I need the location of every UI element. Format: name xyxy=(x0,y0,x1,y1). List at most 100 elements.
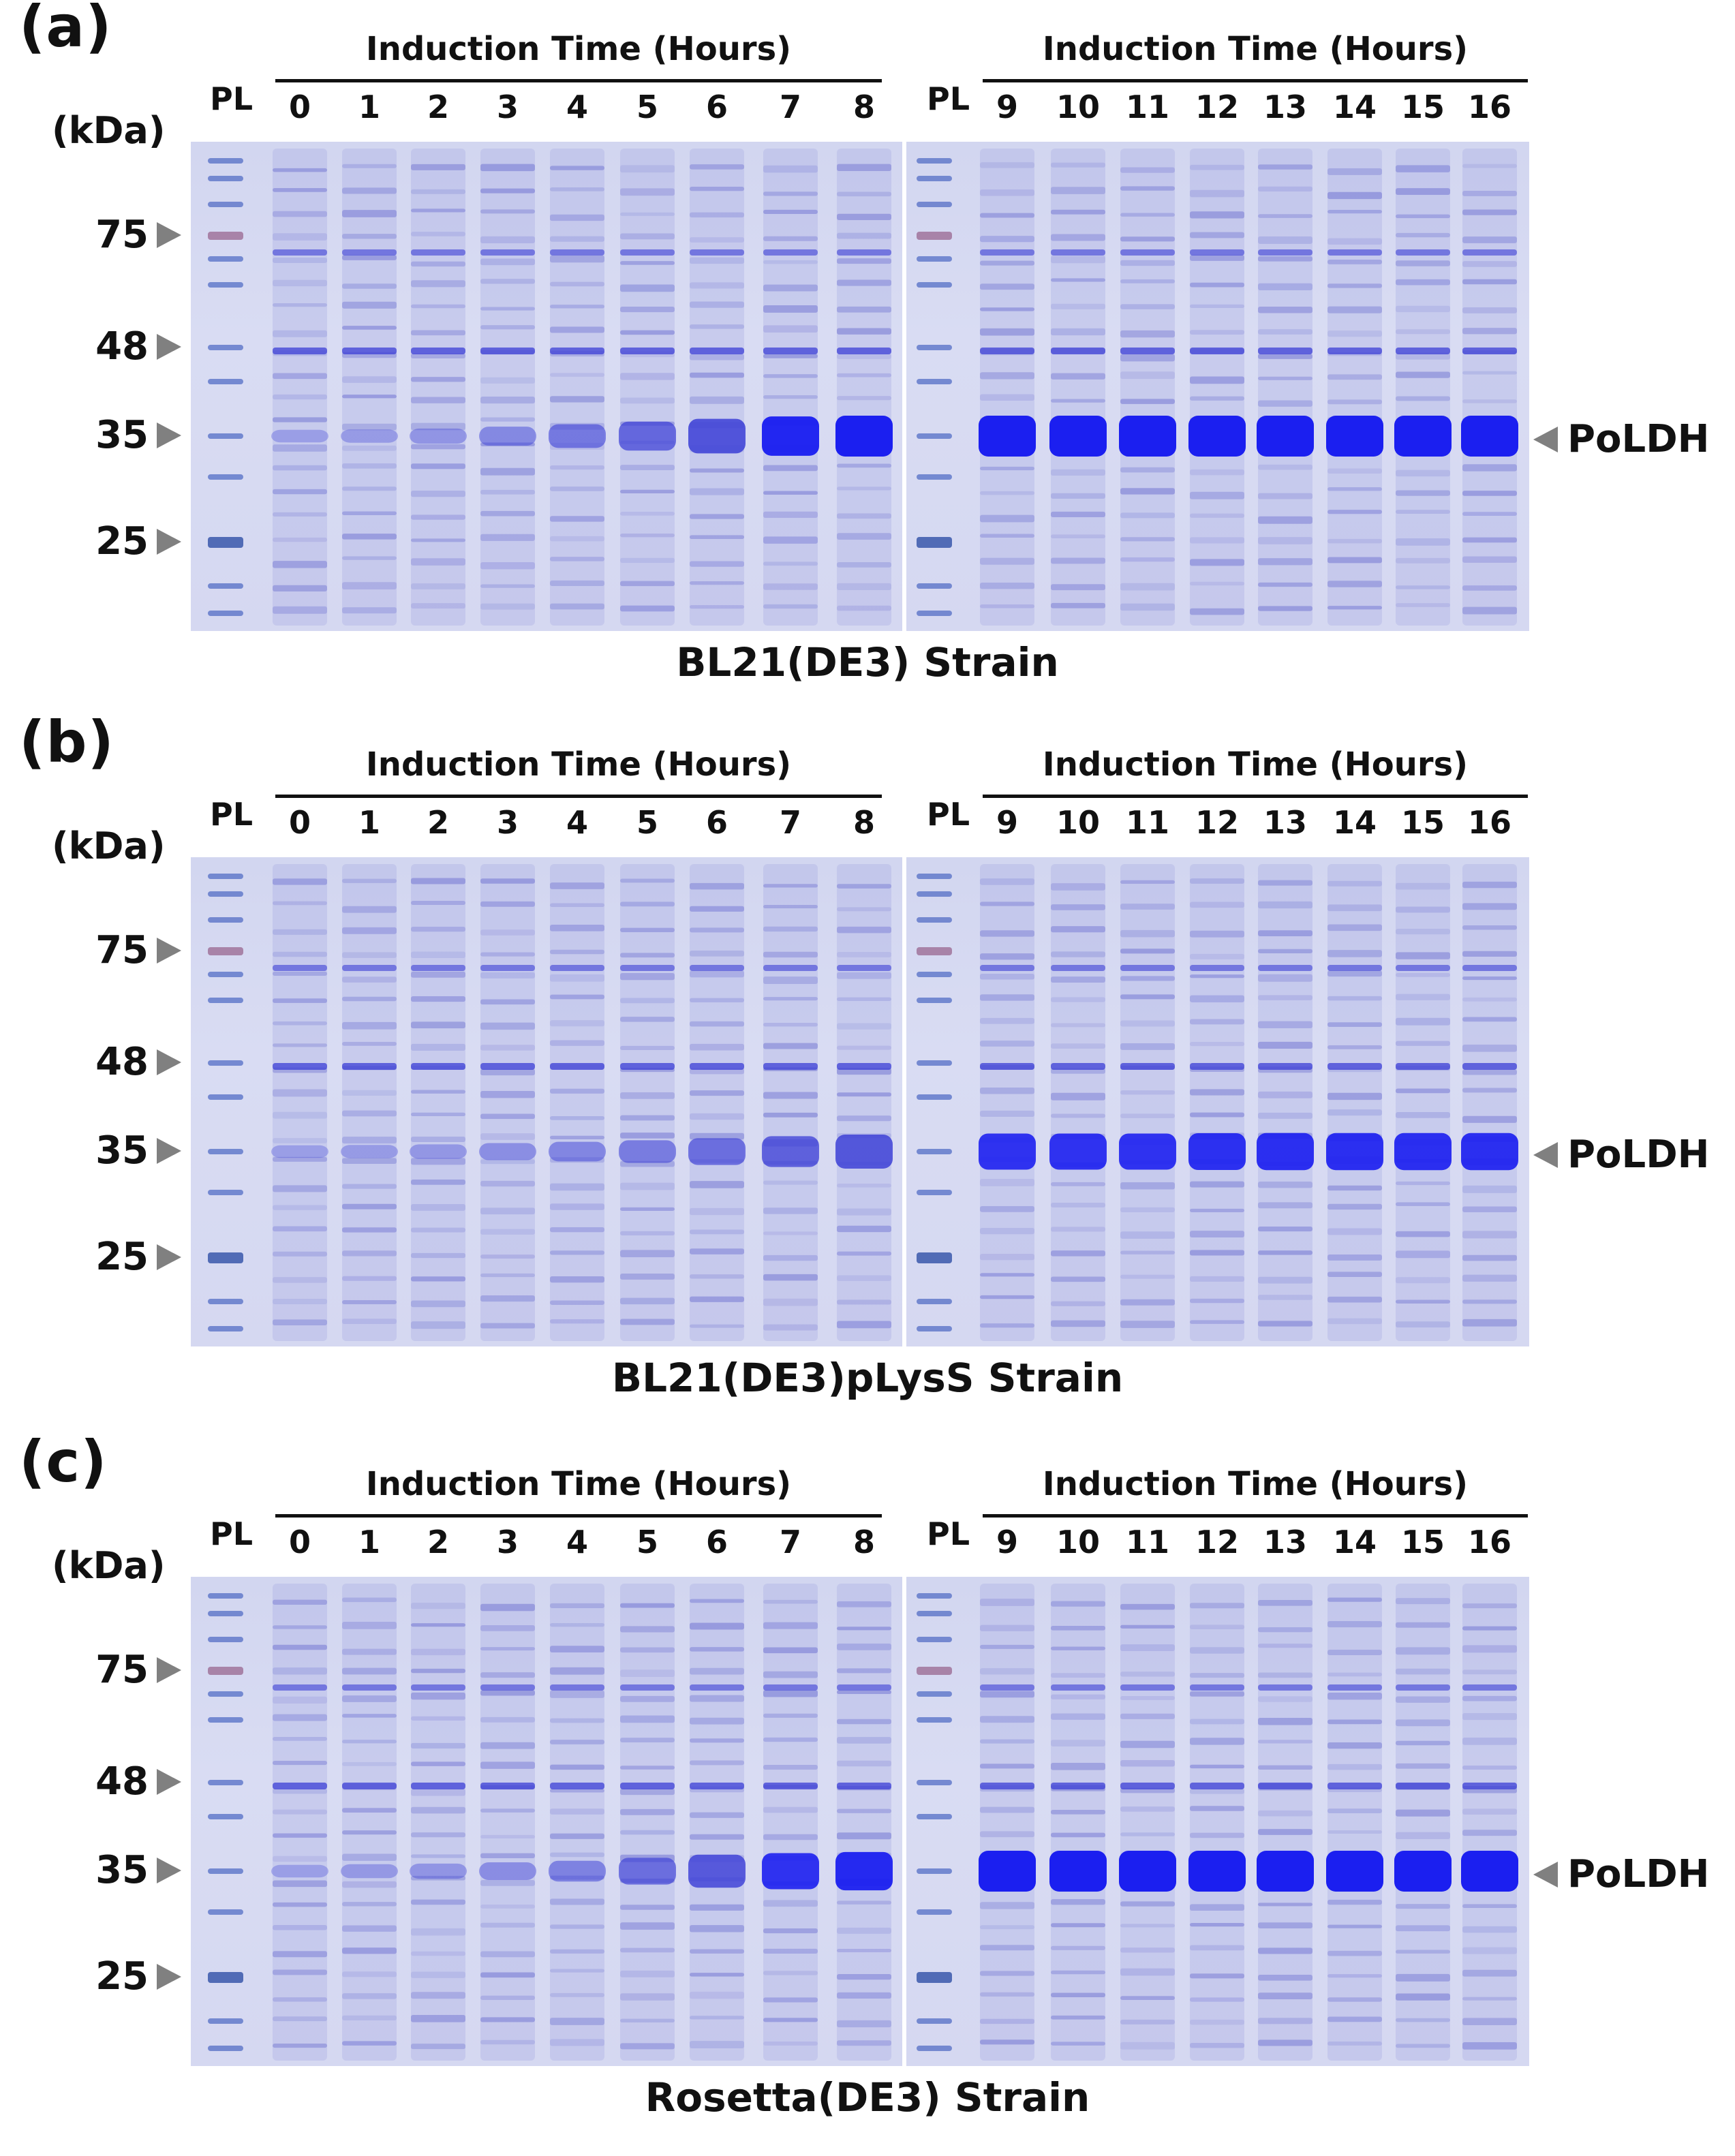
host-band xyxy=(1327,1830,1382,1834)
host-band xyxy=(620,512,675,516)
host-band xyxy=(411,1158,465,1165)
ladder-band xyxy=(208,158,243,164)
lane-number: 8 xyxy=(853,89,875,125)
host-band xyxy=(620,557,675,563)
host-band xyxy=(273,303,327,307)
host-band xyxy=(411,1276,465,1282)
ladder-band xyxy=(208,282,243,288)
band-48kda xyxy=(980,1063,1034,1070)
host-band xyxy=(620,1231,675,1235)
host-band xyxy=(480,1922,535,1928)
host-band xyxy=(1462,1645,1517,1653)
host-band xyxy=(1327,1899,1382,1905)
lane-track xyxy=(550,149,604,626)
host-band xyxy=(620,1695,675,1702)
host-band xyxy=(1120,467,1175,473)
host-band xyxy=(480,952,535,957)
poldh-band xyxy=(1326,416,1383,457)
host-band xyxy=(411,397,465,403)
host-band xyxy=(1120,1644,1175,1652)
host-band xyxy=(837,997,891,1001)
host-band xyxy=(273,1951,327,1958)
host-band xyxy=(980,1992,1034,1997)
poldh-band xyxy=(410,428,467,444)
ladder-band xyxy=(917,1611,952,1616)
ladder-band xyxy=(917,1593,952,1599)
host-band xyxy=(1396,371,1450,378)
band-48kda xyxy=(1396,1783,1450,1789)
host-band xyxy=(273,465,327,471)
ladder-label-right: PL xyxy=(927,796,970,833)
host-band xyxy=(1120,557,1175,562)
poldh-band xyxy=(762,1853,819,1890)
host-band xyxy=(1120,279,1175,283)
host-band xyxy=(980,1925,1034,1930)
mw-value: 48 xyxy=(95,1040,149,1084)
poldh-band xyxy=(835,1851,893,1891)
host-band xyxy=(1462,1997,1517,2001)
band-48kda xyxy=(1120,1783,1175,1789)
lane-number: 16 xyxy=(1467,1524,1511,1560)
host-band xyxy=(273,1156,327,1162)
marker-triangle-icon xyxy=(157,1657,181,1683)
host-band xyxy=(1327,1272,1382,1277)
host-band xyxy=(273,1021,327,1026)
host-band xyxy=(1258,1321,1312,1327)
host-band xyxy=(837,373,891,378)
host-band xyxy=(1396,972,1450,977)
poldh-band xyxy=(341,1145,398,1158)
host-band xyxy=(1051,1276,1105,1282)
band-70kda xyxy=(1462,249,1517,256)
host-band xyxy=(273,1925,327,1930)
host-band xyxy=(1051,1113,1105,1118)
host-band xyxy=(273,1644,327,1650)
host-band xyxy=(690,1043,744,1051)
band-48kda xyxy=(411,1063,465,1070)
host-band xyxy=(1120,1759,1175,1767)
lane-number: 3 xyxy=(496,89,519,125)
host-band xyxy=(342,878,397,883)
poldh-band xyxy=(835,1135,893,1169)
host-band xyxy=(550,1088,604,1094)
host-band xyxy=(620,397,675,404)
host-band xyxy=(1051,2015,1105,2020)
host-band xyxy=(342,1621,397,1629)
band-70kda xyxy=(620,965,675,971)
host-band xyxy=(620,188,675,196)
host-band xyxy=(763,236,818,241)
host-band xyxy=(342,2041,397,2046)
strain-caption: BL21(DE3)pLysS Strain xyxy=(611,1355,1124,1401)
lane-track xyxy=(763,1584,818,2061)
poldh-band xyxy=(1461,416,1518,457)
host-band xyxy=(690,561,744,567)
host-band xyxy=(1051,997,1105,1002)
host-band xyxy=(620,1947,675,1953)
host-band xyxy=(1462,2018,1517,2025)
band-70kda xyxy=(1327,1684,1382,1691)
host-band xyxy=(1258,1091,1312,1098)
band-70kda xyxy=(837,249,891,256)
band-70kda xyxy=(980,1684,1034,1691)
band-48kda xyxy=(1051,348,1105,354)
band-48kda xyxy=(480,1783,535,1789)
host-band xyxy=(480,1133,535,1140)
host-band xyxy=(1051,256,1105,264)
host-band xyxy=(1190,513,1244,518)
host-band xyxy=(1190,608,1244,615)
host-band xyxy=(273,512,327,517)
band-70kda xyxy=(342,249,397,256)
host-band xyxy=(550,1203,604,1210)
host-band xyxy=(980,213,1034,218)
host-band xyxy=(690,1760,744,1766)
host-band xyxy=(411,1971,465,1978)
host-band xyxy=(1258,1974,1312,1981)
host-band xyxy=(550,603,604,610)
host-band xyxy=(1258,1250,1312,1255)
mw-marker-25: 25 xyxy=(94,1235,196,1279)
band-48kda xyxy=(1462,348,1517,354)
host-band xyxy=(1396,1925,1450,1932)
lane-track xyxy=(980,864,1034,1341)
lane-number: 0 xyxy=(288,1524,311,1560)
lane-number: 16 xyxy=(1467,804,1511,841)
band-48kda xyxy=(980,1783,1034,1789)
